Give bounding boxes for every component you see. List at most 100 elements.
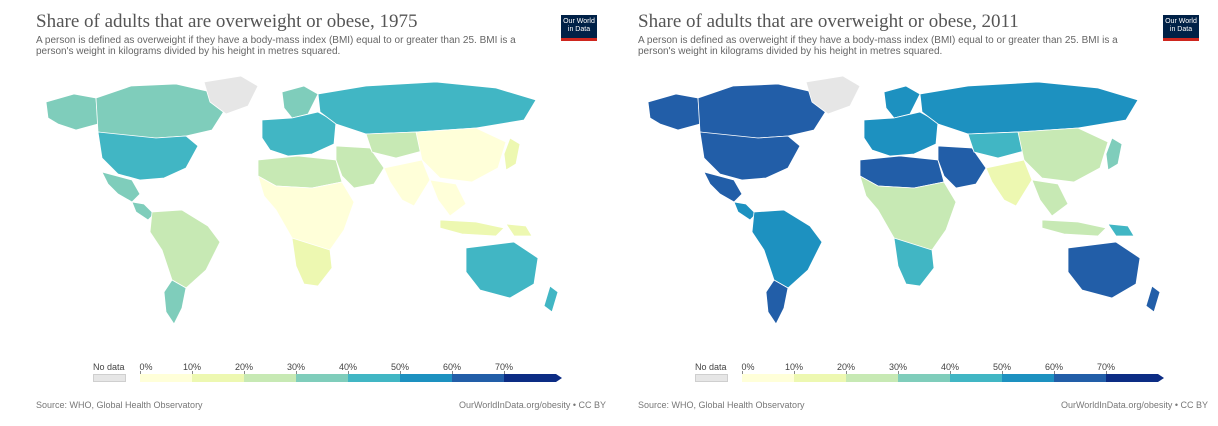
map-subtitle: A person is defined as overweight if the… bbox=[36, 35, 516, 57]
region-southern-africa[interactable] bbox=[291, 237, 333, 287]
legend-tick bbox=[742, 371, 743, 374]
legend-tick-label: 40% bbox=[940, 362, 960, 372]
region-japan[interactable] bbox=[1105, 137, 1123, 171]
map-title: Share of adults that are overweight or o… bbox=[36, 11, 418, 32]
legend-swatch[interactable] bbox=[846, 374, 898, 382]
region-new-zealand[interactable] bbox=[1145, 285, 1161, 313]
legend-tick-label: 0% bbox=[741, 362, 755, 372]
no-data-label: No data bbox=[695, 362, 727, 372]
world-map[interactable] bbox=[36, 72, 566, 332]
region-argentina[interactable] bbox=[163, 279, 187, 325]
legend-scale bbox=[742, 374, 1164, 382]
map-title: Share of adults that are overweight or o… bbox=[638, 11, 1019, 32]
legend-tick-label: 30% bbox=[286, 362, 306, 372]
region-india[interactable] bbox=[985, 159, 1033, 207]
logo-line-1: Our World bbox=[1165, 18, 1197, 25]
region-indonesia[interactable] bbox=[1041, 219, 1107, 237]
legend-tick bbox=[794, 371, 795, 374]
no-data-label: No data bbox=[93, 362, 125, 372]
source-note: Source: WHO, Global Health Observatory bbox=[36, 400, 203, 410]
source-link[interactable]: OurWorldInData.org/obesity • CC BY bbox=[458, 400, 606, 410]
source-link[interactable]: OurWorldInData.org/obesity • CC BY bbox=[1060, 400, 1208, 410]
legend-swatch[interactable] bbox=[244, 374, 296, 382]
no-data-swatch bbox=[695, 374, 728, 382]
map-panel-2011: Share of adults that are overweight or o… bbox=[610, 0, 1210, 426]
legend-tick-label: 60% bbox=[442, 362, 462, 372]
region-south-america[interactable] bbox=[149, 209, 221, 289]
legend-swatch[interactable] bbox=[950, 374, 1002, 382]
region-india[interactable] bbox=[383, 159, 431, 207]
region-southeast-asia[interactable] bbox=[1031, 179, 1069, 217]
owid-logo[interactable]: Our World in Data bbox=[1163, 15, 1199, 41]
region-canada[interactable] bbox=[95, 83, 227, 139]
region-indonesia[interactable] bbox=[439, 219, 505, 237]
legend-swatch[interactable] bbox=[742, 374, 794, 382]
region-europe[interactable] bbox=[863, 111, 939, 157]
region-south-america[interactable] bbox=[751, 209, 823, 289]
region-europe[interactable] bbox=[261, 111, 337, 157]
region-russia[interactable] bbox=[317, 81, 537, 135]
region-central-asia[interactable] bbox=[365, 131, 427, 159]
region-greenland[interactable] bbox=[805, 75, 861, 115]
region-australia[interactable] bbox=[465, 241, 539, 299]
legend-swatch[interactable] bbox=[400, 374, 452, 382]
region-africa[interactable] bbox=[257, 175, 355, 257]
region-africa[interactable] bbox=[859, 175, 957, 257]
region-japan[interactable] bbox=[503, 137, 521, 171]
region-russia[interactable] bbox=[919, 81, 1139, 135]
legend-swatch[interactable] bbox=[348, 374, 400, 382]
legend-swatch[interactable] bbox=[192, 374, 244, 382]
region-alaska[interactable] bbox=[45, 93, 99, 131]
legend-tick bbox=[1106, 371, 1107, 374]
legend-tick bbox=[140, 371, 141, 374]
legend-tick bbox=[296, 371, 297, 374]
legend-tick bbox=[452, 371, 453, 374]
legend-swatch[interactable] bbox=[452, 374, 504, 382]
legend-swatch[interactable] bbox=[1106, 374, 1158, 382]
legend-tick-label: 10% bbox=[784, 362, 804, 372]
legend-tick-label: 30% bbox=[888, 362, 908, 372]
legend-swatch[interactable] bbox=[898, 374, 950, 382]
logo-line-1: Our World bbox=[563, 18, 595, 25]
legend-tick-label: 70% bbox=[494, 362, 514, 372]
region-new-zealand[interactable] bbox=[543, 285, 559, 313]
region-central-asia[interactable] bbox=[967, 131, 1029, 159]
region-north-america[interactable] bbox=[699, 131, 801, 181]
legend-tick bbox=[348, 371, 349, 374]
legend-tick bbox=[950, 371, 951, 374]
legend-tick bbox=[400, 371, 401, 374]
legend-swatch[interactable] bbox=[296, 374, 348, 382]
legend-swatch[interactable] bbox=[504, 374, 556, 382]
legend-swatch[interactable] bbox=[140, 374, 192, 382]
region-png[interactable] bbox=[505, 223, 533, 237]
region-argentina[interactable] bbox=[765, 279, 789, 325]
map-subtitle: A person is defined as overweight if the… bbox=[638, 35, 1118, 57]
legend-swatch[interactable] bbox=[1002, 374, 1054, 382]
region-asia[interactable] bbox=[415, 127, 507, 183]
region-north-america[interactable] bbox=[97, 131, 199, 181]
legend-tick bbox=[504, 371, 505, 374]
legend-tick bbox=[846, 371, 847, 374]
owid-logo[interactable]: Our World in Data bbox=[561, 15, 597, 41]
legend-tick-label: 20% bbox=[234, 362, 254, 372]
legend-tick-label: 60% bbox=[1044, 362, 1064, 372]
legend-swatch[interactable] bbox=[1054, 374, 1106, 382]
region-canada[interactable] bbox=[697, 83, 829, 139]
world-map[interactable] bbox=[638, 72, 1168, 332]
logo-line-2: in Data bbox=[567, 26, 591, 33]
legend-tick bbox=[244, 371, 245, 374]
region-central-america[interactable] bbox=[733, 201, 757, 221]
region-alaska[interactable] bbox=[647, 93, 701, 131]
region-asia[interactable] bbox=[1017, 127, 1109, 183]
legend-tick-label: 40% bbox=[338, 362, 358, 372]
legend-tick-label: 20% bbox=[836, 362, 856, 372]
region-southern-africa[interactable] bbox=[893, 237, 935, 287]
region-greenland[interactable] bbox=[203, 75, 259, 115]
legend-arrow bbox=[1158, 374, 1164, 382]
legend-tick-label: 0% bbox=[139, 362, 153, 372]
region-central-america[interactable] bbox=[131, 201, 155, 221]
region-australia[interactable] bbox=[1067, 241, 1141, 299]
legend-swatch[interactable] bbox=[794, 374, 846, 382]
region-png[interactable] bbox=[1107, 223, 1135, 237]
region-southeast-asia[interactable] bbox=[429, 179, 467, 217]
